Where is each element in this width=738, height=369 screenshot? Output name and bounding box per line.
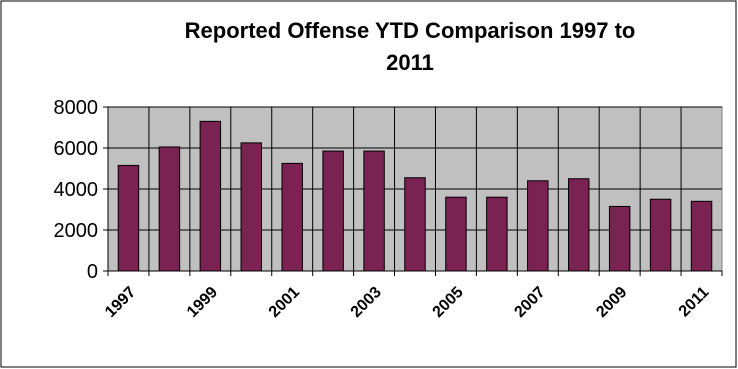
bar-2005 (445, 196, 467, 272)
axes (107, 107, 723, 276)
bar-1998 (158, 146, 181, 272)
bar-2004 (404, 177, 426, 272)
bar-2003 (363, 150, 385, 272)
bar-2011 (690, 200, 713, 272)
chart-title-line-2: 2011 (386, 50, 434, 75)
y-tick-label: 4000 (54, 179, 99, 201)
bar-2008 (568, 178, 590, 272)
chart-title-line-1: Reported Offense YTD Comparison 1997 to (185, 18, 636, 43)
bar-1999 (199, 120, 222, 272)
y-tick-label: 2000 (54, 220, 99, 242)
y-tick-label: 6000 (54, 138, 99, 160)
bar-2006 (486, 196, 508, 272)
y-tick-label: 8000 (54, 97, 99, 119)
bar-2009 (608, 205, 631, 272)
bar-2002 (322, 150, 344, 272)
bars (117, 120, 713, 272)
bar-2001 (281, 162, 303, 272)
y-tick-label: 0 (87, 261, 98, 283)
bar-1997 (117, 164, 140, 272)
bar-2010 (649, 198, 672, 272)
bar-2000 (240, 142, 263, 272)
y-tick-labels: 0 2000 4000 6000 8000 (54, 97, 99, 283)
bar-2007 (527, 180, 549, 272)
